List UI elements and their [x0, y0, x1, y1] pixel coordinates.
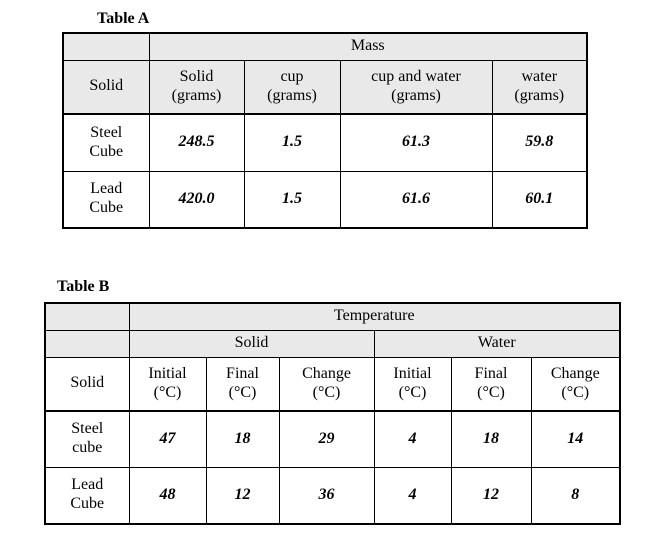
data-cell: 248.5 — [148, 113, 245, 172]
column-header-cup-grams: cup (grams) — [243, 59, 341, 115]
data-cell: 59.8 — [491, 113, 588, 172]
data-cell: 61.6 — [339, 170, 493, 229]
column-header-unit: (grams) — [267, 86, 317, 104]
table-b-row-lead-cube: Lead Cube 48 12 36 4 12 8 — [44, 466, 621, 525]
column-header-unit: (°C) — [398, 383, 427, 401]
column-header-label: Final — [474, 364, 508, 382]
column-header-unit: (°C) — [228, 383, 257, 401]
table-a-row-steel-cube: Steel Cube 248.5 1.5 61.3 59.8 — [62, 113, 588, 172]
column-header-unit: (°C) — [312, 383, 341, 401]
table-b-corner-cell — [44, 302, 130, 331]
column-header-label: Initial — [393, 364, 432, 382]
table-b-column-header-row: Solid Initial (°C) Final (°C) Change (°C… — [44, 356, 621, 412]
data-cell: 48 — [128, 466, 207, 525]
column-header-unit: (°C) — [561, 383, 590, 401]
column-header-label: cup and water — [371, 67, 461, 85]
table-b-subgroup-header-row: Solid Water — [44, 329, 621, 358]
column-header-solid-grams: Solid (grams) — [148, 59, 245, 115]
column-header-label: Solid — [179, 67, 214, 85]
row-label: Lead Cube — [62, 170, 150, 229]
column-header-water-grams: water (grams) — [491, 59, 588, 115]
data-cell: 36 — [278, 466, 375, 525]
data-cell: 1.5 — [243, 113, 341, 172]
column-header-label: water — [521, 67, 558, 85]
table-a-row-lead-cube: Lead Cube 420.0 1.5 61.6 60.1 — [62, 170, 588, 229]
table-a-group-header-row: Mass — [62, 32, 588, 61]
table-b-title: Table B — [57, 278, 110, 295]
column-header-label: Final — [226, 364, 259, 382]
data-cell: 18 — [450, 410, 532, 468]
column-header-label: Change — [302, 364, 351, 382]
table-b-solid-column-header: Solid — [44, 356, 130, 412]
data-cell: 420.0 — [148, 170, 245, 229]
column-header-water-change: Change (°C) — [530, 356, 621, 412]
data-cell: 12 — [205, 466, 280, 525]
table-a-corner-cell — [62, 32, 150, 61]
table-b-temperature-header: Temperature — [128, 302, 621, 331]
data-cell: 1.5 — [243, 170, 341, 229]
column-header-solid-initial: Initial (°C) — [128, 356, 207, 412]
table-a-solid-column-header: Solid — [62, 59, 150, 115]
row-label: Steel cube — [44, 410, 130, 468]
table-a-column-header-row: Solid Solid (grams) cup (grams) cup and … — [62, 59, 588, 115]
table-b-corner-cell-2 — [44, 329, 130, 358]
data-cell: 18 — [205, 410, 280, 468]
data-cell: 61.3 — [339, 113, 493, 172]
table-a: Mass Solid Solid (grams) cup (grams) cup… — [62, 32, 588, 229]
column-header-water-initial: Initial (°C) — [373, 356, 452, 412]
column-header-label: cup — [280, 67, 304, 85]
column-header-unit: (grams) — [171, 86, 222, 104]
data-cell: 29 — [278, 410, 375, 468]
data-cell: 4 — [373, 466, 452, 525]
column-header-label: Change — [550, 364, 600, 382]
data-cell: 14 — [530, 410, 621, 468]
column-header-unit: (°C) — [477, 383, 505, 401]
data-cell: 12 — [450, 466, 532, 525]
column-header-unit: (grams) — [514, 86, 565, 104]
data-cell: 60.1 — [491, 170, 588, 229]
table-b-row-steel-cube: Steel cube 47 18 29 4 18 14 — [44, 410, 621, 468]
data-cell: 47 — [128, 410, 207, 468]
column-header-unit: (°C) — [153, 383, 182, 401]
column-header-unit: (grams) — [391, 86, 441, 104]
table-b: Temperature Solid Water Solid Initial (°… — [44, 302, 621, 525]
table-b-group-header-row: Temperature — [44, 302, 621, 331]
column-header-solid-change: Change (°C) — [278, 356, 375, 412]
data-cell: 8 — [530, 466, 621, 525]
table-a-title: Table A — [97, 10, 150, 27]
column-header-water-final: Final (°C) — [450, 356, 532, 412]
table-a-mass-header: Mass — [148, 32, 588, 61]
column-header-solid-final: Final (°C) — [205, 356, 280, 412]
data-cell: 4 — [373, 410, 452, 468]
table-b-solid-group-header: Solid — [128, 329, 375, 358]
row-label: Lead Cube — [44, 466, 130, 525]
table-b-water-group-header: Water — [373, 329, 621, 358]
column-header-label: Initial — [148, 364, 187, 382]
column-header-cup-and-water-grams: cup and water (grams) — [339, 59, 493, 115]
row-label: Steel Cube — [62, 113, 150, 172]
